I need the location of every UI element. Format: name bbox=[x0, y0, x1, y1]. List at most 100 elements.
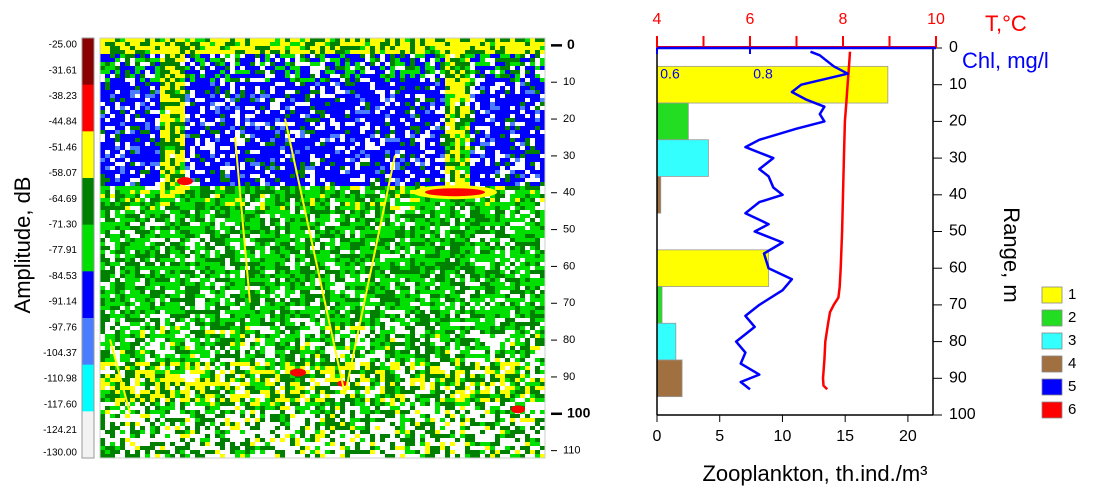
echo-cell bbox=[530, 182, 535, 186]
echo-cell bbox=[270, 122, 275, 126]
echo-cell bbox=[145, 150, 150, 154]
echo-cell bbox=[245, 166, 250, 170]
echo-cell bbox=[510, 98, 515, 102]
echo-cell bbox=[105, 214, 110, 218]
echo-cell bbox=[365, 230, 370, 234]
echo-cell bbox=[450, 202, 455, 206]
echo-cell bbox=[400, 114, 405, 118]
echo-cell bbox=[155, 294, 160, 298]
echo-cell bbox=[445, 182, 450, 186]
echo-cell bbox=[420, 90, 425, 94]
echo-cell bbox=[485, 206, 490, 210]
echo-cell bbox=[380, 170, 385, 174]
echo-cell bbox=[180, 150, 185, 154]
echo-cell bbox=[420, 162, 425, 166]
echo-cell bbox=[270, 62, 275, 66]
echo-cell bbox=[385, 162, 390, 166]
echo-cell bbox=[455, 242, 460, 246]
echo-cell bbox=[325, 170, 330, 174]
echo-cell bbox=[425, 62, 430, 66]
echo-cell bbox=[480, 274, 485, 278]
echo-cell bbox=[165, 294, 170, 298]
echo-cell bbox=[120, 170, 125, 174]
echo-cell bbox=[140, 230, 145, 234]
echo-cell bbox=[210, 98, 215, 102]
echo-cell bbox=[260, 282, 265, 286]
echo-cell bbox=[410, 66, 415, 70]
echo-cell bbox=[385, 50, 390, 54]
echo-cell bbox=[105, 202, 110, 206]
echo-cell bbox=[415, 282, 420, 286]
echo-cell bbox=[525, 42, 530, 46]
echo-cell bbox=[470, 226, 475, 230]
echo-cell bbox=[520, 114, 525, 118]
echo-cell bbox=[485, 50, 490, 54]
echo-cell bbox=[200, 66, 205, 70]
echo-cell bbox=[130, 126, 135, 130]
echo-cell bbox=[405, 74, 410, 78]
echo-cell bbox=[115, 178, 120, 182]
echo-cell bbox=[150, 234, 155, 238]
echo-cell bbox=[345, 66, 350, 70]
echo-cell bbox=[515, 78, 520, 82]
echo-cell bbox=[185, 134, 190, 138]
echo-cell bbox=[400, 78, 405, 82]
echo-cell bbox=[385, 302, 390, 306]
echo-cell bbox=[150, 146, 155, 150]
echo-cell bbox=[395, 106, 400, 110]
echo-cell bbox=[190, 114, 195, 118]
echo-cell bbox=[225, 242, 230, 246]
echo-cell bbox=[145, 238, 150, 242]
echo-cell bbox=[105, 170, 110, 174]
echo-cell bbox=[445, 266, 450, 270]
echo-cell bbox=[345, 130, 350, 134]
echo-cell bbox=[350, 174, 355, 178]
echo-cell bbox=[265, 162, 270, 166]
echo-cell bbox=[410, 210, 415, 214]
echo-cell bbox=[120, 270, 125, 274]
echo-cell bbox=[515, 210, 520, 214]
echo-cell bbox=[210, 134, 215, 138]
echo-cell bbox=[120, 50, 125, 54]
echo-cell bbox=[260, 70, 265, 74]
echo-cell bbox=[355, 122, 360, 126]
echo-cell bbox=[215, 270, 220, 274]
echo-cell bbox=[430, 254, 435, 258]
echo-cell bbox=[135, 150, 140, 154]
echo-cell bbox=[495, 102, 500, 106]
echo-cell bbox=[270, 98, 275, 102]
echo-cell bbox=[145, 158, 150, 162]
echo-cell bbox=[235, 210, 240, 214]
echo-cell bbox=[145, 254, 150, 258]
echo-cell bbox=[530, 238, 535, 242]
echo-cell bbox=[230, 226, 235, 230]
echo-cell bbox=[100, 178, 105, 182]
echo-cell bbox=[125, 122, 130, 126]
echo-cell bbox=[120, 102, 125, 106]
echo-cell bbox=[300, 174, 305, 178]
echo-cell bbox=[150, 114, 155, 118]
echo-cell bbox=[535, 170, 540, 174]
echo-cell bbox=[495, 46, 500, 50]
echo-cell bbox=[340, 126, 345, 130]
echo-cell bbox=[110, 282, 115, 286]
echo-cell bbox=[375, 70, 380, 74]
echo-cell bbox=[345, 198, 350, 202]
echo-cell bbox=[310, 58, 315, 62]
echo-cell bbox=[175, 86, 180, 90]
echo-cell bbox=[200, 54, 205, 58]
echo-cell bbox=[520, 106, 525, 110]
echo-cell bbox=[290, 114, 295, 118]
echo-cell bbox=[100, 154, 105, 158]
echo-cell bbox=[330, 130, 335, 134]
echo-cell bbox=[175, 302, 180, 306]
echo-cell bbox=[225, 82, 230, 86]
echo-cell bbox=[240, 246, 245, 250]
echo-cell bbox=[120, 82, 125, 86]
echo-cell bbox=[145, 298, 150, 302]
echo-cell bbox=[260, 254, 265, 258]
echo-cell bbox=[145, 122, 150, 126]
echo-cell bbox=[280, 146, 285, 150]
echo-cell bbox=[185, 206, 190, 210]
echo-cell bbox=[295, 262, 300, 266]
